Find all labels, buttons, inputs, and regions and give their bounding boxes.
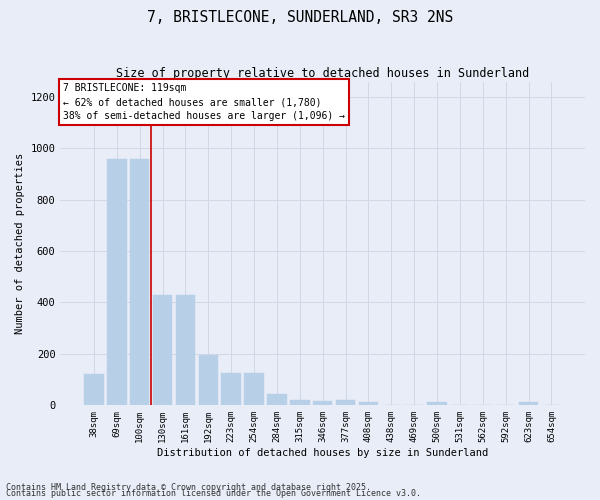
- Bar: [176, 294, 195, 405]
- Text: 7 BRISTLECONE: 119sqm
← 62% of detached houses are smaller (1,780)
38% of semi-d: 7 BRISTLECONE: 119sqm ← 62% of detached …: [63, 84, 345, 122]
- Bar: [221, 373, 241, 405]
- Bar: [244, 373, 264, 405]
- Y-axis label: Number of detached properties: Number of detached properties: [15, 152, 25, 334]
- Bar: [313, 401, 332, 405]
- Bar: [427, 402, 447, 405]
- Bar: [107, 158, 127, 405]
- Bar: [130, 158, 149, 405]
- Bar: [290, 400, 310, 405]
- Text: 7, BRISTLECONE, SUNDERLAND, SR3 2NS: 7, BRISTLECONE, SUNDERLAND, SR3 2NS: [147, 10, 453, 25]
- Text: Contains HM Land Registry data © Crown copyright and database right 2025.: Contains HM Land Registry data © Crown c…: [6, 483, 371, 492]
- Bar: [153, 294, 172, 405]
- Bar: [199, 355, 218, 405]
- Title: Size of property relative to detached houses in Sunderland: Size of property relative to detached ho…: [116, 68, 529, 80]
- Bar: [359, 402, 378, 405]
- Text: Contains public sector information licensed under the Open Government Licence v3: Contains public sector information licen…: [6, 489, 421, 498]
- Bar: [267, 394, 287, 405]
- X-axis label: Distribution of detached houses by size in Sunderland: Distribution of detached houses by size …: [157, 448, 488, 458]
- Bar: [336, 400, 355, 405]
- Bar: [519, 402, 538, 405]
- Bar: [84, 374, 104, 405]
